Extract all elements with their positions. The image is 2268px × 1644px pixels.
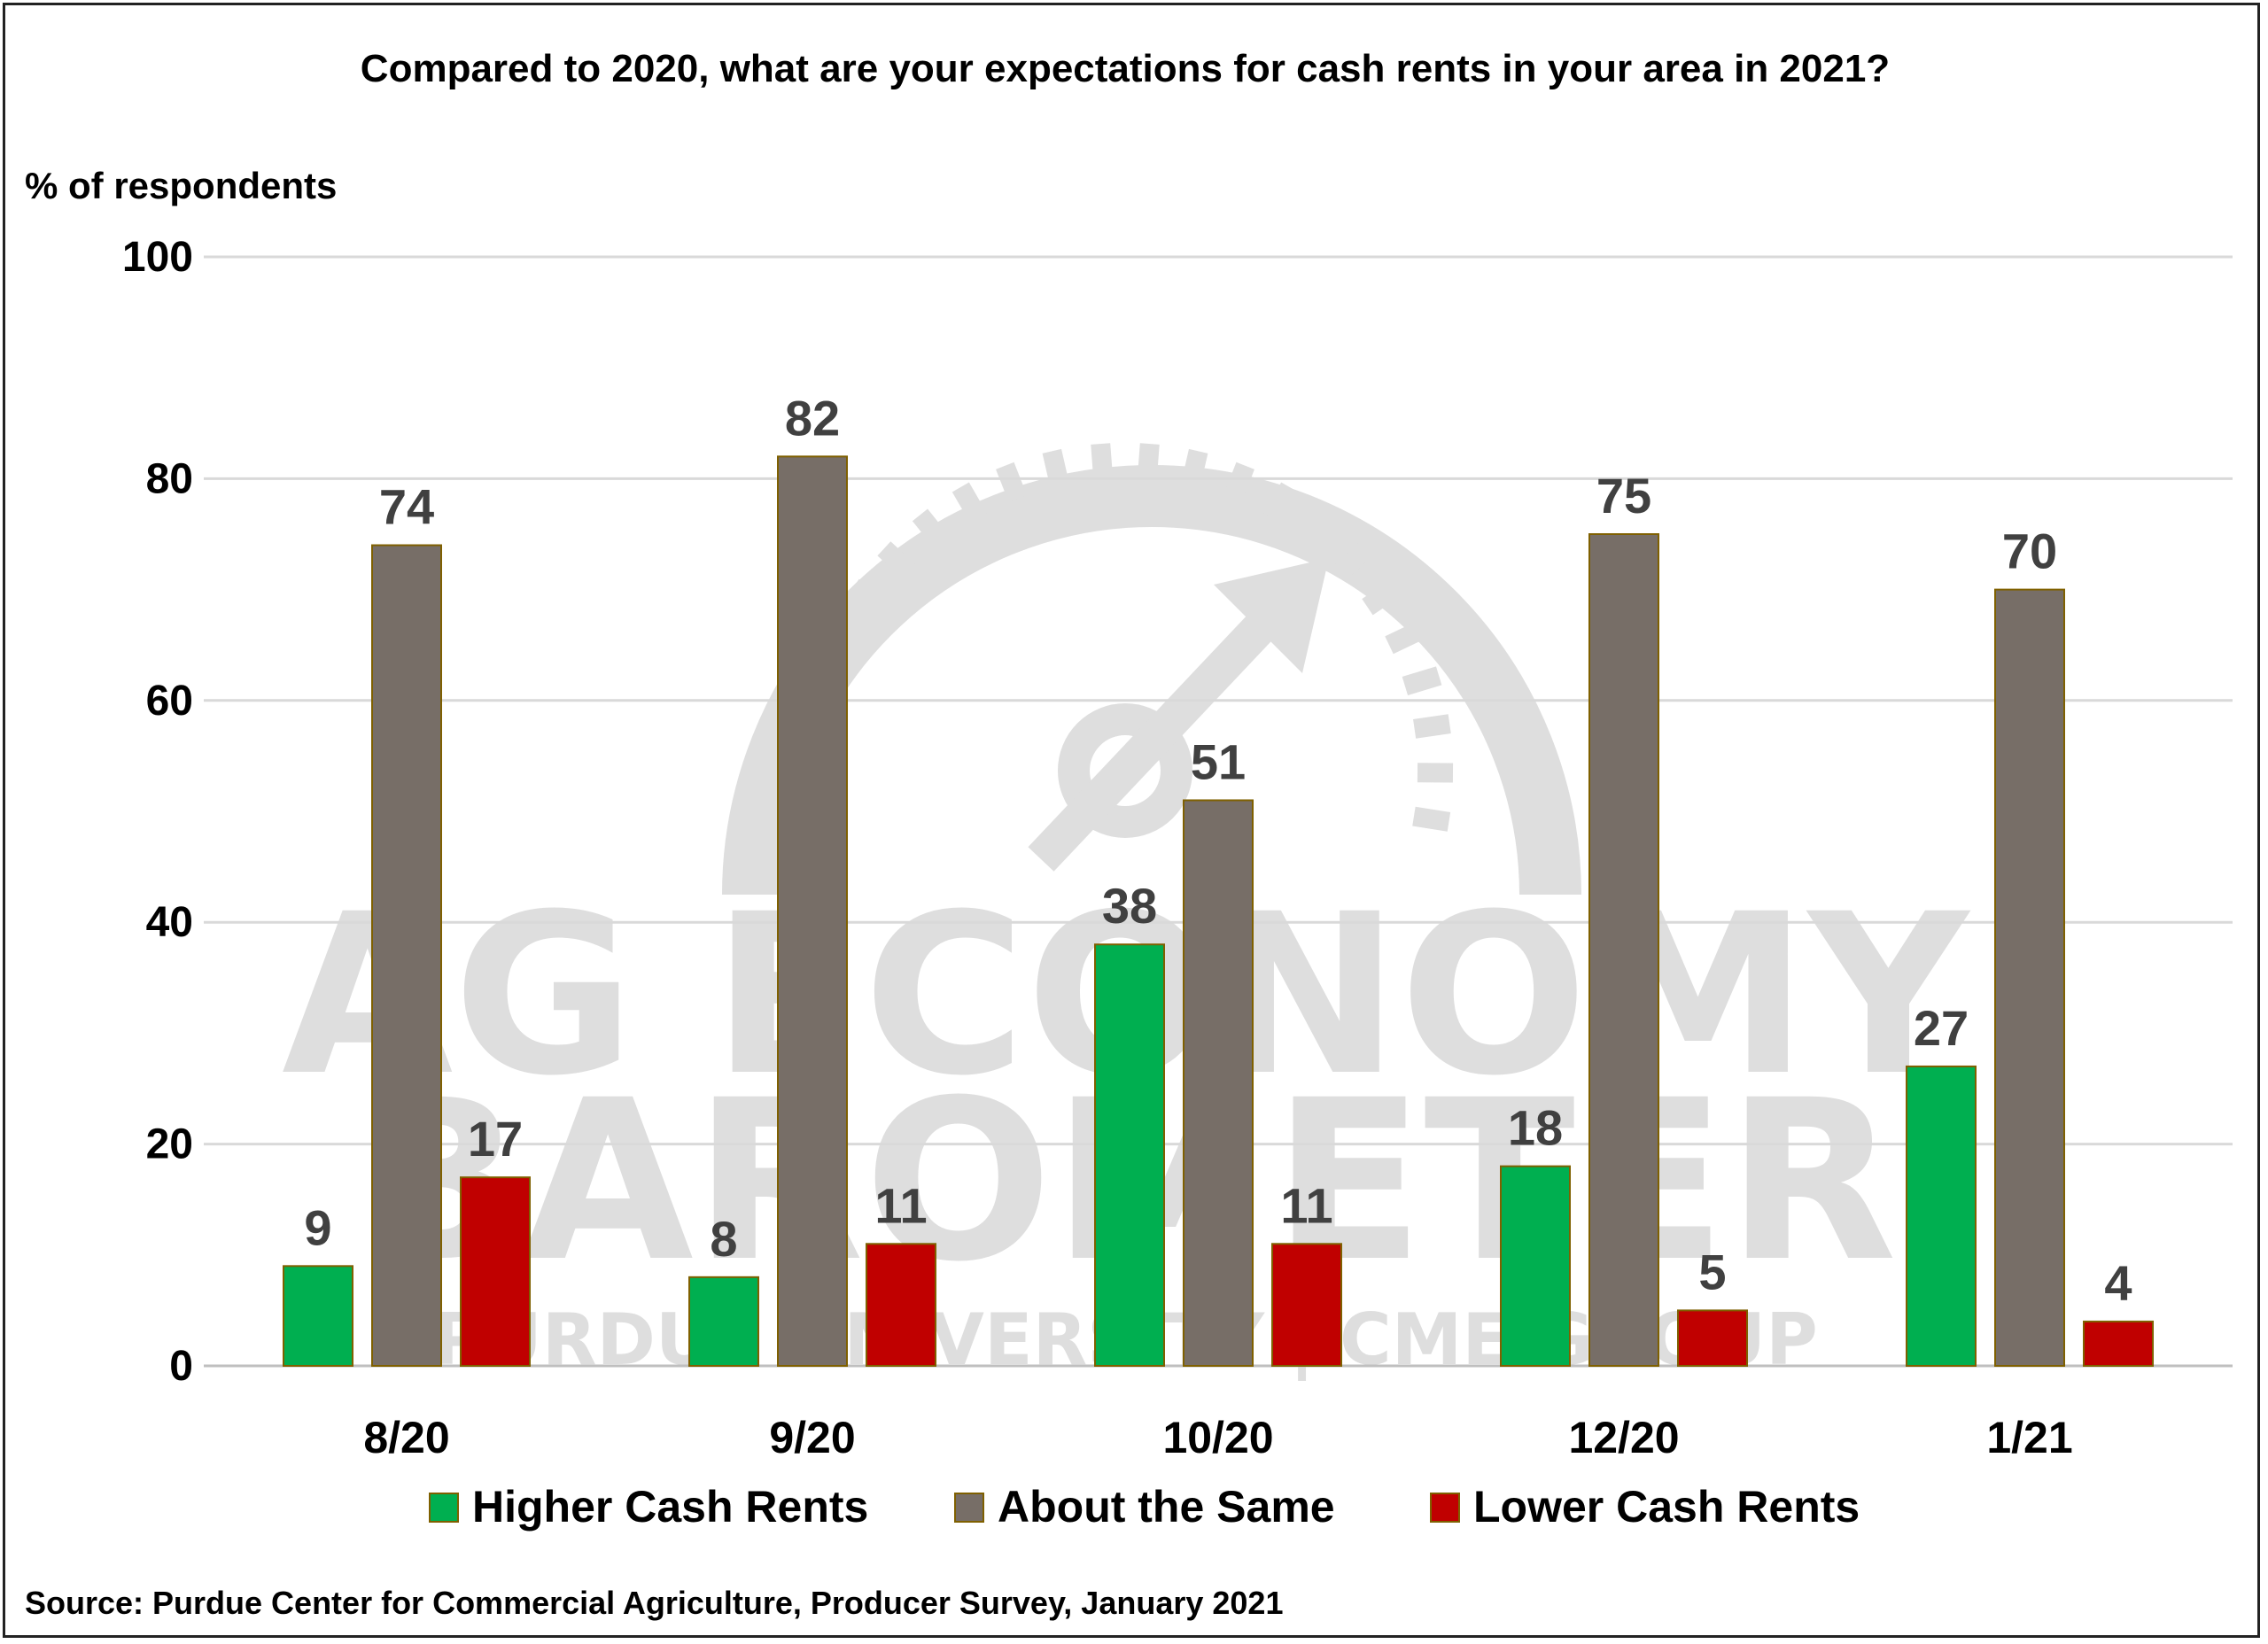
y-tick-label: 20 xyxy=(146,1121,193,1168)
legend-swatch xyxy=(954,1493,984,1523)
gauge-needle-icon xyxy=(1028,608,1280,872)
bar-about-the-same xyxy=(777,455,848,1367)
data-label: 38 xyxy=(1102,878,1157,934)
gauge-tick xyxy=(1413,714,1451,739)
y-tick-label: 60 xyxy=(146,678,193,725)
source-note: Source: Purdue Center for Commercial Agr… xyxy=(25,1585,1283,1621)
y-tick-label: 40 xyxy=(146,899,193,946)
gauge-hub-icon xyxy=(1058,703,1192,838)
x-tick-label: 1/21 xyxy=(1986,1413,2072,1462)
bar-higher-cash-rents xyxy=(1500,1165,1571,1368)
bar-about-the-same xyxy=(1994,588,2065,1367)
gauge-tick xyxy=(951,482,987,523)
gauge-arrow-icon xyxy=(1214,558,1329,673)
gauge-tick xyxy=(1263,482,1299,523)
bar-higher-cash-rents xyxy=(688,1276,759,1367)
bar-lower-cash-rents xyxy=(866,1243,936,1368)
x-tick-label: 9/20 xyxy=(769,1413,855,1462)
data-label: 82 xyxy=(785,390,840,446)
gauge-tick xyxy=(1181,448,1208,488)
data-label: 27 xyxy=(1914,1000,1969,1056)
gauge-tick xyxy=(912,508,951,549)
data-label: 8 xyxy=(710,1211,737,1267)
x-tick-label: 12/20 xyxy=(1568,1413,1679,1462)
bar-higher-cash-rents xyxy=(1094,943,1165,1367)
y-tick-label: 0 xyxy=(169,1343,193,1390)
data-label: 75 xyxy=(1596,468,1651,523)
gauge-tick xyxy=(1042,448,1069,488)
gauge-tick xyxy=(848,578,889,616)
data-label: 5 xyxy=(1698,1244,1726,1299)
legend-label: Lower Cash Rents xyxy=(1473,1482,1860,1532)
legend-swatch xyxy=(1430,1493,1460,1523)
bar-about-the-same xyxy=(1588,533,1659,1367)
y-axis-ticks: 0 20 40 60 80 100 xyxy=(122,234,193,1390)
x-tick-label: 8/20 xyxy=(363,1413,449,1462)
gauge-tick xyxy=(1223,461,1254,503)
gauge-tick xyxy=(1402,666,1442,696)
gauge-tick xyxy=(1362,578,1402,616)
gauge-tick xyxy=(1300,508,1339,549)
legend: Higher Cash Rents About the Same Lower Cas… xyxy=(429,1482,1860,1532)
x-tick-label: 10/20 xyxy=(1162,1413,1273,1462)
legend-swatch xyxy=(429,1493,459,1523)
data-label: 17 xyxy=(468,1111,523,1167)
bar-lower-cash-rents xyxy=(460,1176,531,1368)
bar-lower-cash-rents xyxy=(2083,1320,2154,1368)
y-axis-label: % of respondents xyxy=(25,165,337,206)
gauge-tick xyxy=(1385,621,1425,655)
chart-frame xyxy=(3,3,2260,1638)
y-tick-label: 100 xyxy=(122,234,193,281)
data-label: 18 xyxy=(1508,1100,1563,1156)
data-label: 9 xyxy=(304,1199,331,1255)
bar-higher-cash-rents xyxy=(1906,1065,1977,1367)
gauge-arc-icon xyxy=(722,465,1581,896)
gauge-tick xyxy=(1137,443,1160,480)
legend-label: Higher Cash Rents xyxy=(472,1482,868,1532)
gauge-tick xyxy=(1412,806,1451,832)
data-label: 70 xyxy=(2002,523,2057,579)
x-axis-ticks: 8/20 9/20 10/20 12/20 1/21 xyxy=(363,1413,2072,1462)
bar-lower-cash-rents xyxy=(1677,1309,1748,1368)
data-label: 74 xyxy=(379,479,434,535)
data-label: 51 xyxy=(1191,733,1246,789)
data-label: 11 xyxy=(1280,1177,1332,1233)
chart-title: Compared to 2020, what are your expectat… xyxy=(361,47,1890,90)
y-tick-label: 80 xyxy=(146,455,193,502)
gauge-tick xyxy=(1333,541,1373,580)
gauge-tick xyxy=(1091,443,1114,480)
gauge-tick xyxy=(877,541,917,580)
gauge-tick xyxy=(996,461,1028,503)
data-labels: 9 74 17 8 82 11 38 51 11 18 75 5 27 70 4 xyxy=(304,390,2132,1311)
data-label: 11 xyxy=(874,1177,927,1233)
bar-lower-cash-rents xyxy=(1271,1243,1342,1368)
bars xyxy=(283,455,2154,1368)
data-label: 4 xyxy=(2104,1255,2132,1311)
bar-about-the-same xyxy=(1183,799,1254,1367)
legend-label: About the Same xyxy=(998,1482,1335,1532)
bar-about-the-same xyxy=(371,544,442,1367)
bar-higher-cash-rents xyxy=(283,1265,353,1367)
